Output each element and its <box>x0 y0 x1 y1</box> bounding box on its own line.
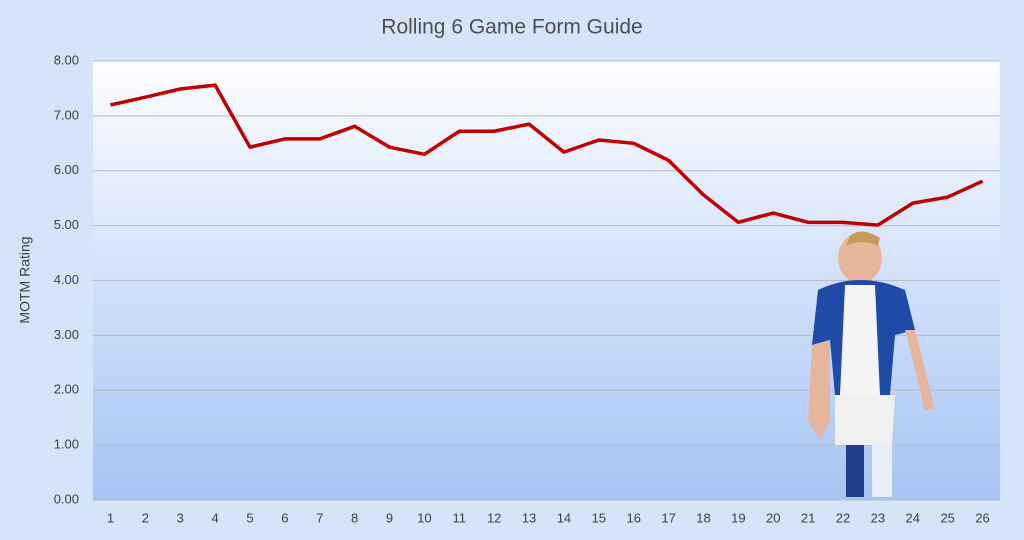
x-tick-label: 12 <box>487 510 501 525</box>
y-tick-label: 3.00 <box>54 327 79 342</box>
chart-title: Rolling 6 Game Form Guide <box>381 16 642 39</box>
x-tick-label: 9 <box>386 510 393 525</box>
x-tick-label: 6 <box>281 510 288 525</box>
x-tick-label: 2 <box>142 510 149 525</box>
x-tick-label: 24 <box>906 510 920 525</box>
y-tick-label: 6.00 <box>54 162 79 177</box>
x-tick-label: 26 <box>975 510 989 525</box>
x-tick-label: 13 <box>522 510 536 525</box>
x-tick-label: 5 <box>246 510 253 525</box>
x-tick-label: 23 <box>871 510 885 525</box>
x-tick-label: 16 <box>626 510 640 525</box>
x-tick-label: 17 <box>661 510 675 525</box>
x-tick-label: 18 <box>696 510 710 525</box>
player-photo <box>808 231 935 497</box>
x-tick-label: 1 <box>107 510 114 525</box>
data-line <box>110 83 984 227</box>
y-tick-label: 1.00 <box>54 437 79 452</box>
x-tick-label: 22 <box>836 510 850 525</box>
x-tick-label: 14 <box>557 510 571 525</box>
y-tick-label: 2.00 <box>54 382 79 397</box>
y-tick-label: 4.00 <box>54 272 79 287</box>
x-tick-label: 8 <box>351 510 358 525</box>
x-tick-label: 7 <box>316 510 323 525</box>
x-tick-label: 10 <box>417 510 431 525</box>
y-tick-label: 8.00 <box>54 52 79 67</box>
x-tick-label: 21 <box>801 510 815 525</box>
y-axis-label: MOTM Rating <box>17 236 33 323</box>
x-tick-label: 3 <box>177 510 184 525</box>
x-tick-label: 15 <box>592 510 606 525</box>
y-tick-label: 5.00 <box>54 217 79 232</box>
y-tick-label: 7.00 <box>54 107 79 122</box>
x-tick-label: 20 <box>766 510 780 525</box>
x-tick-label: 4 <box>211 510 218 525</box>
y-tick-label: 0.00 <box>54 491 79 506</box>
x-tick-label: 11 <box>453 510 467 525</box>
x-tick-label: 25 <box>940 510 954 525</box>
x-tick-label: 19 <box>731 510 745 525</box>
